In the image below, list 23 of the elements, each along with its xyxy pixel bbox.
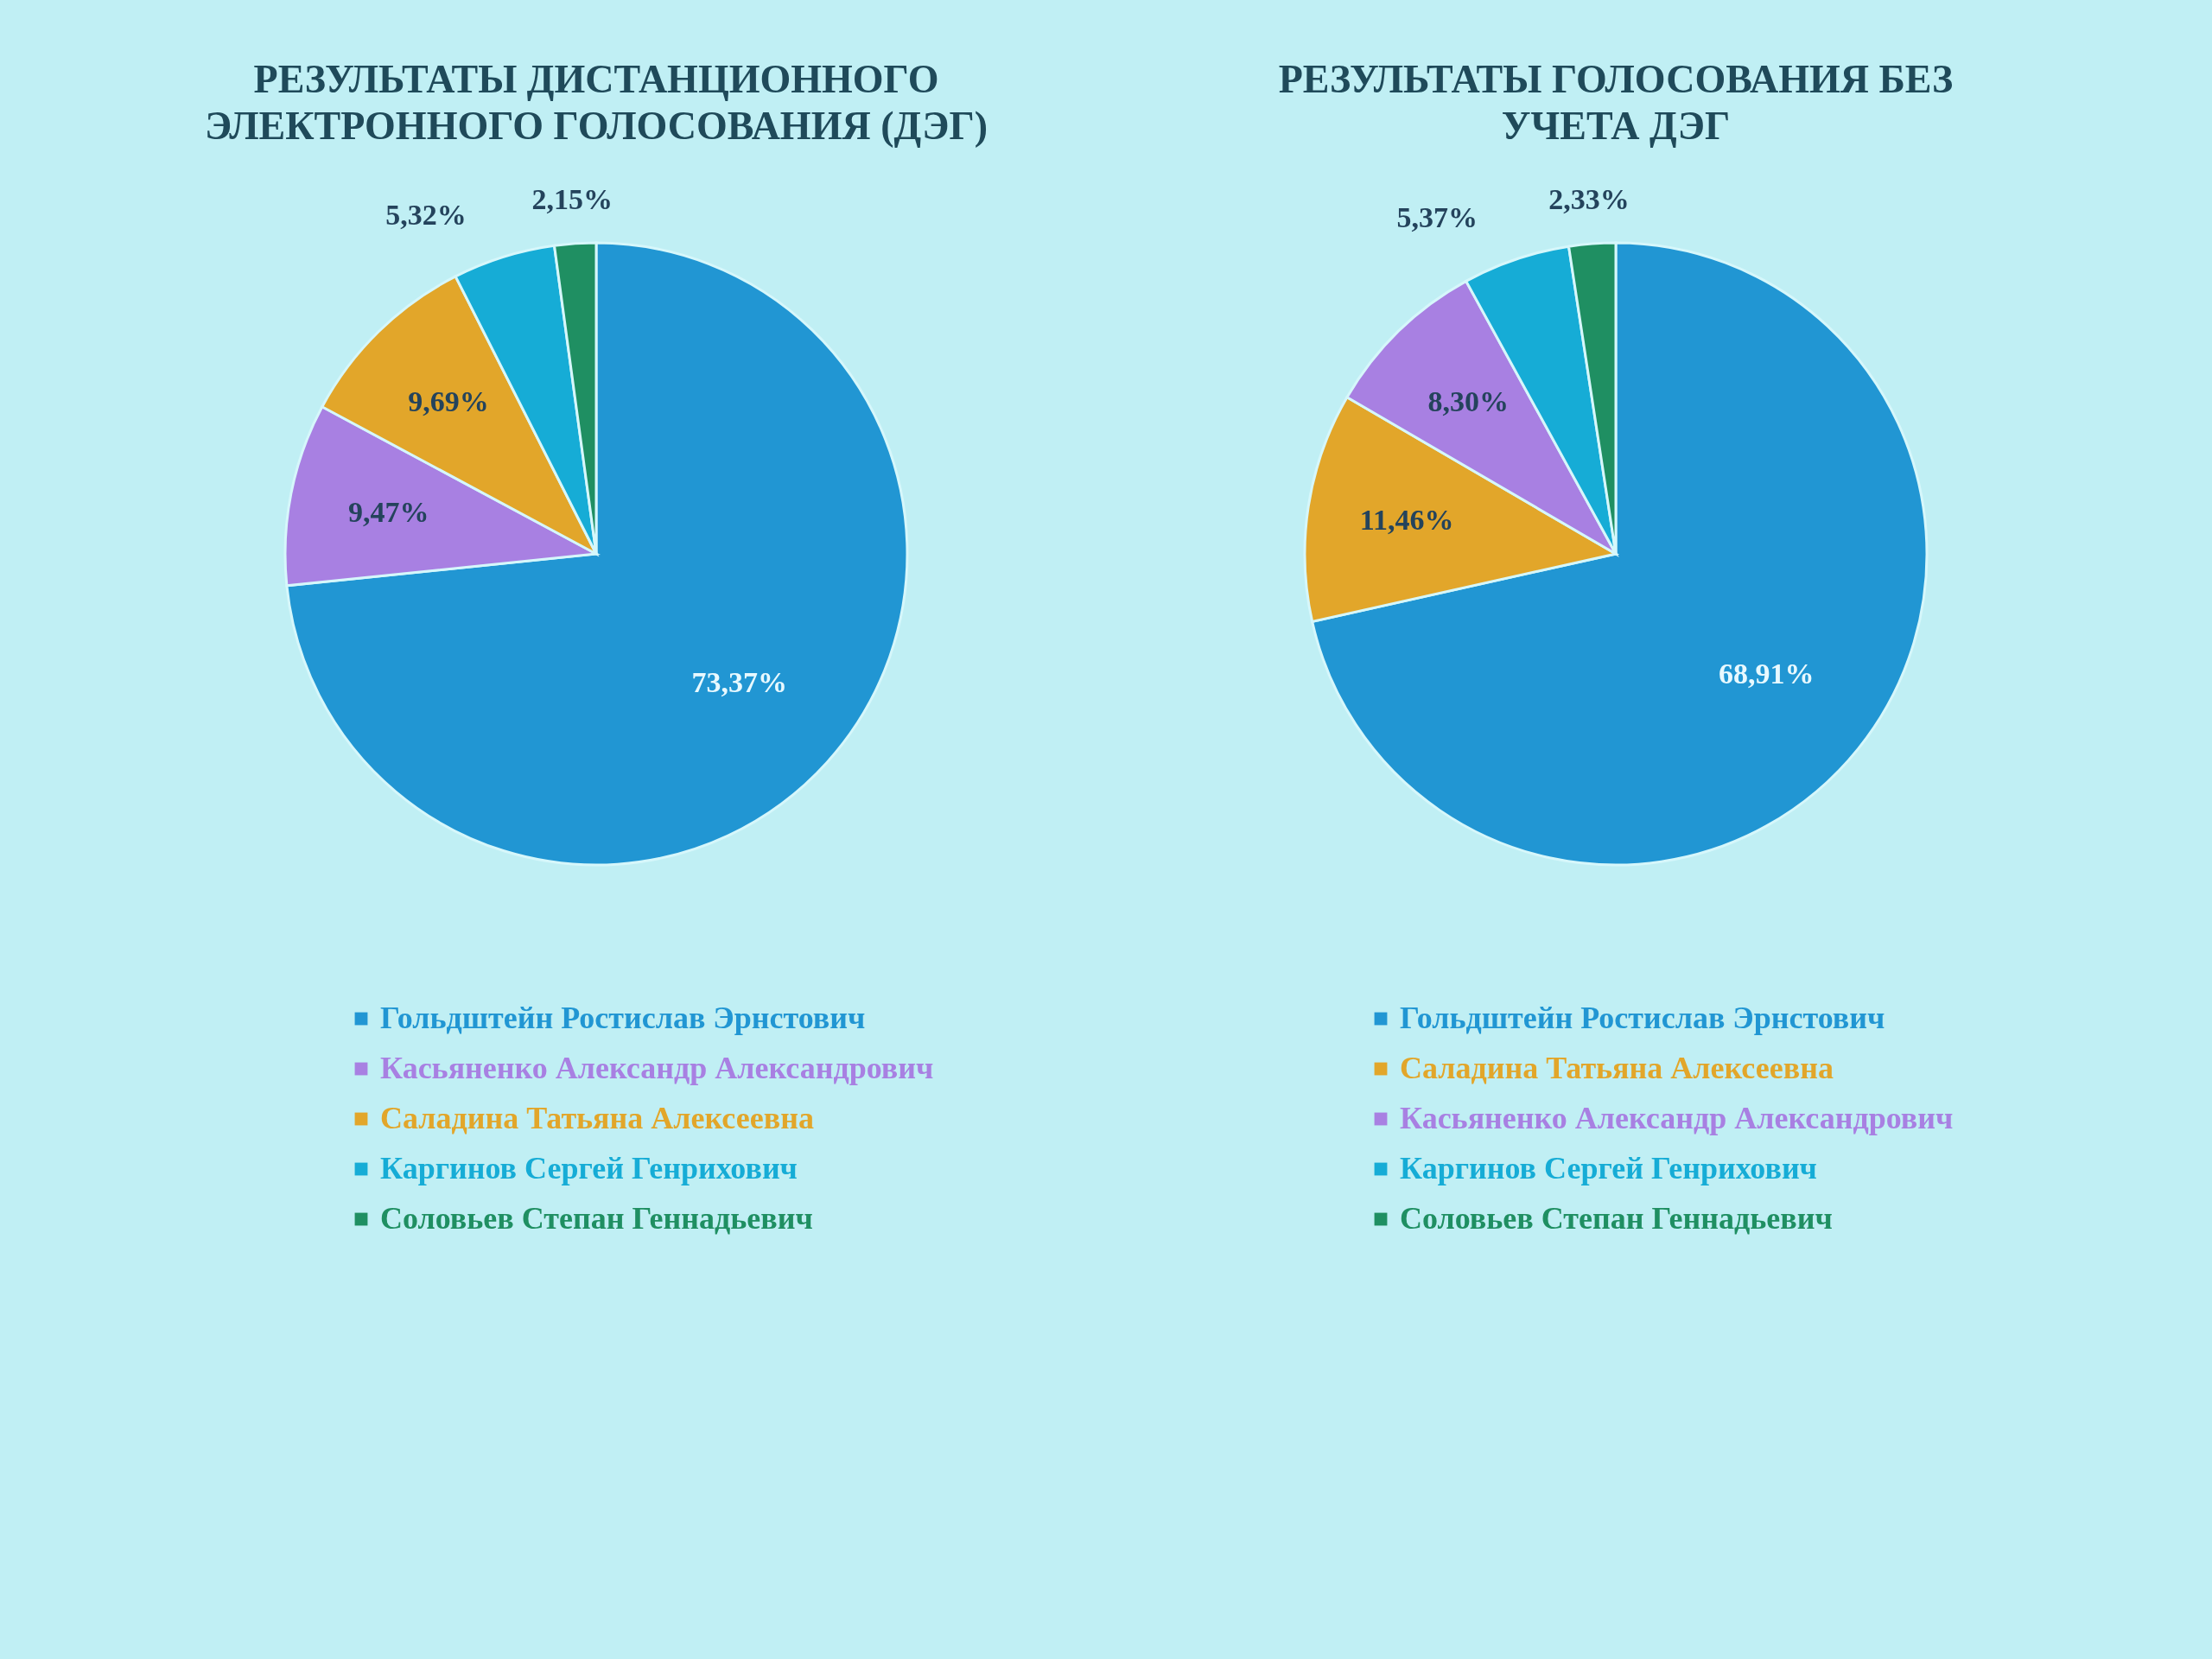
data-label: 9,47% bbox=[348, 495, 429, 528]
legend-label: Гольдштейн Ростислав Эрнстович bbox=[380, 1001, 866, 1035]
data-label: 2,33% bbox=[1548, 183, 1630, 216]
legend-label: Гольдштейн Ростислав Эрнстович bbox=[1400, 1001, 1885, 1035]
data-label: 11,46% bbox=[1359, 504, 1454, 537]
data-label: 5,32% bbox=[385, 198, 467, 231]
chart-title: РЕЗУЛЬТАТЫ ГОЛОСОВАНИЯ БЕЗ УЧЕТА ДЭГ bbox=[1278, 57, 1954, 148]
legend-label: Саладина Татьяна Алексеевна bbox=[1400, 1051, 1834, 1085]
legend-label: Каргинов Сергей Генрихович bbox=[1400, 1151, 1817, 1185]
legend-label: Соловьев Степан Геннадьевич bbox=[380, 1201, 813, 1236]
pie-slice bbox=[285, 241, 909, 866]
legend-label: Соловьев Степан Геннадьевич bbox=[1400, 1201, 1833, 1236]
data-label: 8,30% bbox=[1427, 385, 1509, 417]
data-label: 5,37% bbox=[1396, 200, 1478, 233]
data-label: 68,91% bbox=[1718, 657, 1815, 690]
data-label: 9,69% bbox=[408, 385, 489, 417]
data-label: 73,37% bbox=[691, 665, 787, 698]
legend-label: Касьяненко Александр Александрович bbox=[380, 1051, 934, 1085]
data-label: 2,15% bbox=[531, 182, 613, 215]
chart-title: РЕЗУЛЬТАТЫ ДИСТАНЦИОННОГО ЭЛЕКТРОННОГО ГОЛОСОВАНИЯ (ДЭГ) bbox=[204, 57, 988, 148]
legend-label: Касьяненко Александр Александрович bbox=[1400, 1101, 1954, 1135]
legend-label: Каргинов Сергей Генрихович bbox=[380, 1151, 798, 1185]
legend-label: Саладина Татьяна Алексеевна bbox=[380, 1101, 814, 1135]
